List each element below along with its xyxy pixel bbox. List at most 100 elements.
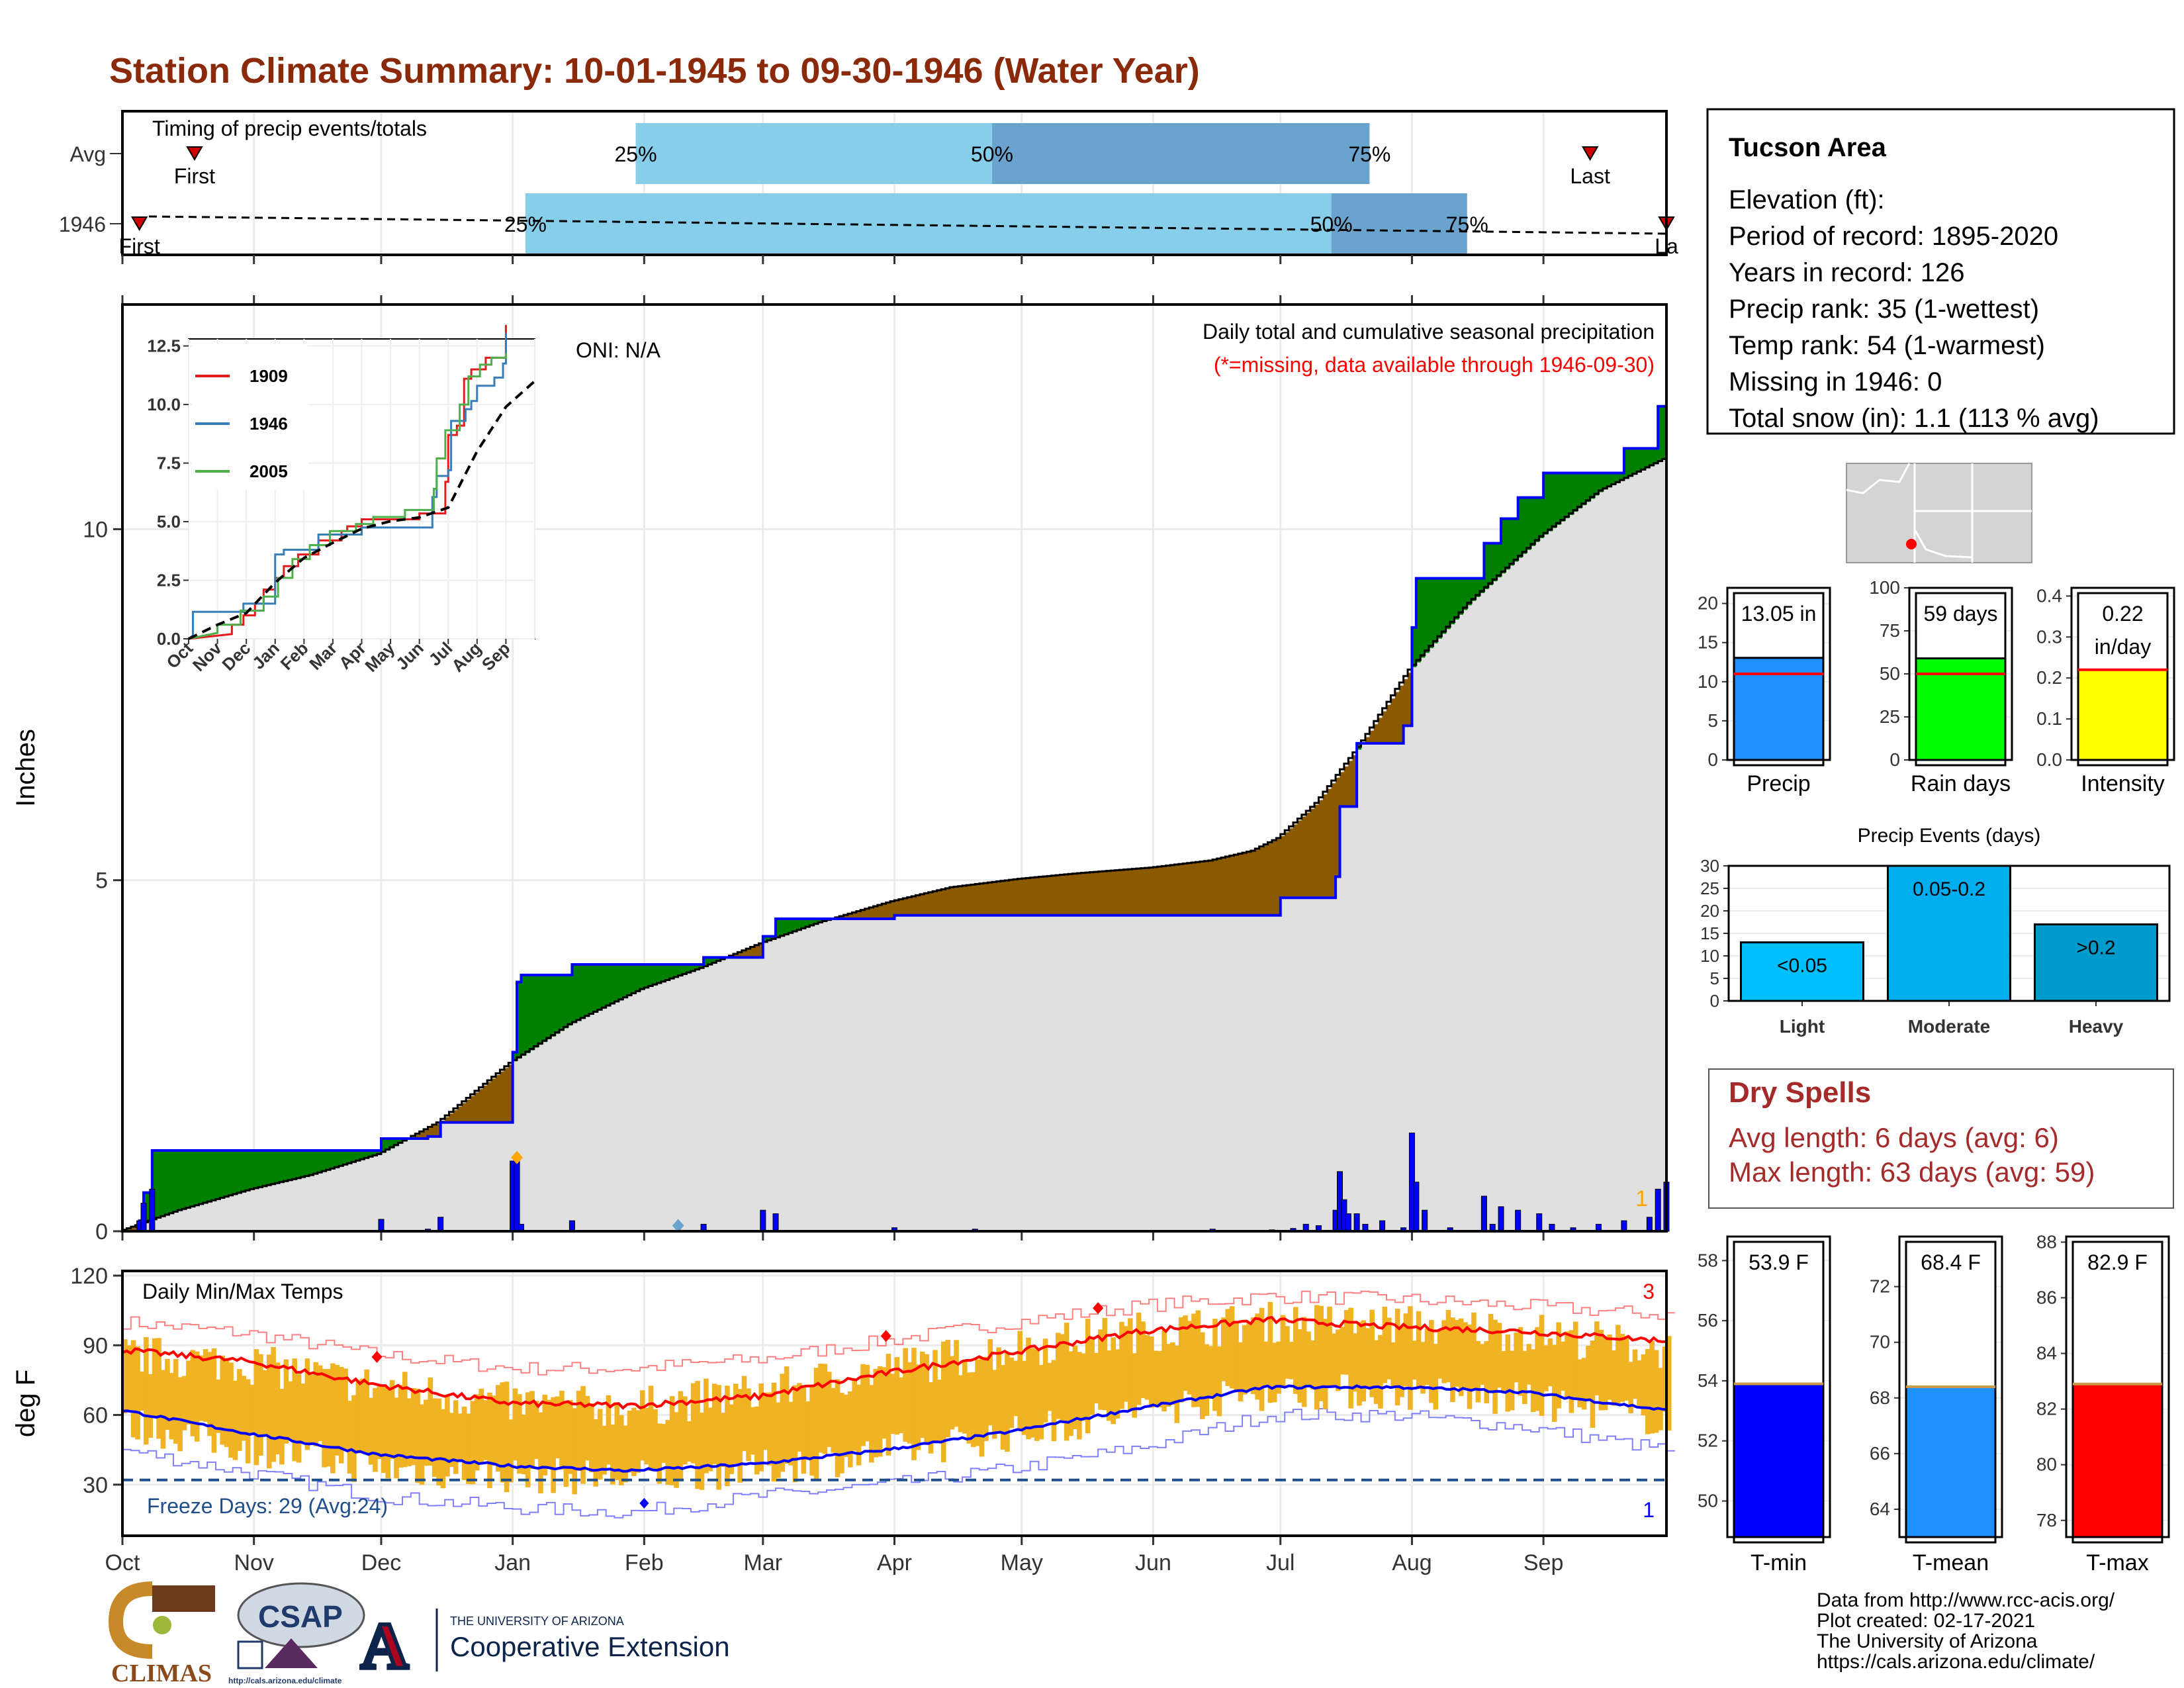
precip-above-average-band [576, 964, 581, 1021]
temps-daily-range-bar [1013, 1360, 1019, 1417]
temps-daily-range-bar [533, 1401, 539, 1460]
temps-daily-range-bar [1479, 1344, 1485, 1385]
temps-daily-range-bar [1136, 1312, 1142, 1405]
precip-above-average-band [776, 919, 781, 939]
precip-above-average-band [695, 964, 700, 970]
precip-above-average-band [567, 974, 572, 1026]
temps-daily-range-bar [941, 1341, 946, 1462]
temps-daily-range-bar [300, 1383, 306, 1442]
precip-above-average-band [546, 974, 551, 1040]
temps-daily-range-bar [1666, 1336, 1672, 1431]
temps-daily-range-bar [1280, 1315, 1286, 1387]
inset-legend-label: 1946 [250, 414, 288, 434]
timing-trend-line [148, 215, 1667, 235]
oni-label: ONI: N/A [576, 338, 661, 362]
temps-daily-range-bar [987, 1339, 993, 1426]
precip-daily-bar [1646, 1217, 1653, 1232]
precip-below-average-band [1369, 730, 1375, 743]
temps-daily-range-bar [877, 1366, 883, 1457]
temps-daily-range-bar [1077, 1352, 1082, 1440]
temps-daily-range-bar [597, 1409, 603, 1480]
precip-below-average-band [949, 888, 954, 915]
temps-daily-range-bar [419, 1404, 425, 1485]
precip-above-average-band [271, 1150, 276, 1185]
temps-daily-range-bar [725, 1385, 730, 1487]
csap-logo: CSAP http://cals.arizona.edu/climate [228, 1582, 365, 1685]
precip-above-average-band [1560, 473, 1565, 522]
precip-below-average-band [1140, 868, 1146, 915]
summary-ytick-label: 54 [1698, 1370, 1718, 1391]
precip-above-average-band [266, 1150, 271, 1186]
events-bar [2034, 923, 2158, 1002]
summary-ytick-label: 0 [1889, 749, 1900, 770]
precip-below-average-band [987, 882, 993, 915]
temps-daily-range-bar [309, 1374, 314, 1444]
precip-below-average-band [1013, 879, 1018, 915]
temps-daily-range-bar [1569, 1330, 1574, 1413]
precip-above-average-band [1649, 448, 1655, 467]
summary-panel-label: Intensity [2081, 771, 2165, 796]
precip-below-average-band [504, 1068, 509, 1123]
precip-corner-label: 1 [1635, 1186, 1648, 1211]
temps-daily-range-bar [1496, 1323, 1502, 1388]
temps-daily-range-bar [1590, 1340, 1596, 1428]
precip-above-average-band [542, 974, 547, 1043]
temps-daily-range-bar [1645, 1348, 1651, 1434]
temps-daily-range-bar [457, 1413, 463, 1460]
temps-daily-range-bar [292, 1358, 297, 1462]
precip-below-average-band [1208, 861, 1213, 915]
temps-daily-range-bar [355, 1380, 361, 1454]
university-of-arizona-logo: A THE UNIVERSITY OF ARIZONA Cooperative … [359, 1607, 730, 1685]
temps-daily-range-bar [835, 1379, 841, 1477]
precip-above-average-band [1501, 518, 1506, 574]
temps-daily-range-bar [1509, 1350, 1515, 1411]
precip-below-average-band [1064, 874, 1069, 915]
precip-below-average-band [1340, 772, 1345, 807]
precip-below-average-band [941, 890, 946, 915]
temps-daily-range-bar [1064, 1323, 1069, 1441]
temps-daily-range-bar [500, 1382, 506, 1483]
precip-daily-bar [1621, 1220, 1627, 1232]
summary-value-text: 59 days [1923, 602, 1997, 626]
temps-daily-range-bar [1518, 1327, 1524, 1396]
temps-daily-range-bar [991, 1370, 997, 1439]
summary-plot-border [1726, 586, 1831, 761]
temps-daily-range-bar [809, 1385, 815, 1476]
precip-daily-bar [1480, 1196, 1487, 1232]
precip-above-average-band [1518, 497, 1523, 558]
temps-daily-range-bar [1187, 1321, 1193, 1395]
precip-above-average-band [262, 1150, 267, 1187]
precip-above-average-band [1450, 578, 1455, 625]
temps-daily-range-bar [1021, 1360, 1027, 1435]
temps-daily-range-bar [758, 1383, 764, 1472]
precip-below-average-band [1102, 871, 1107, 915]
station-name: Tucson Area [1729, 133, 1887, 162]
temps-daily-range-bar [428, 1377, 433, 1466]
temps-daily-range-bar [593, 1419, 599, 1487]
temps-daily-range-bar [644, 1407, 649, 1465]
precip-below-average-band [869, 908, 874, 919]
inset-legend-label: 1909 [250, 366, 288, 386]
temps-daily-range-bar [1293, 1307, 1298, 1394]
temps-daily-range-bar [1501, 1351, 1506, 1391]
precip-above-average-band [657, 964, 662, 984]
precip-below-average-band [1149, 867, 1154, 915]
temps-daily-range-bar [1369, 1309, 1375, 1397]
precip-above-average-band [1572, 473, 1578, 512]
temps-daily-range-bar [614, 1402, 620, 1481]
precip-above-average-band [1467, 578, 1472, 606]
temps-daily-range-bar [445, 1396, 450, 1477]
temps-daily-range-bar [1106, 1350, 1112, 1421]
precip-below-average-band [1038, 876, 1044, 915]
temps-daily-range-bar [1225, 1309, 1231, 1386]
precip-above-average-band [1463, 578, 1468, 610]
events-ytick-label: 0 [1710, 991, 1719, 1011]
temps-daily-range-bar [1416, 1311, 1422, 1389]
temps-daily-range-bar [746, 1388, 751, 1462]
precip-above-average-band [181, 1150, 187, 1210]
precip-above-average-band [338, 1150, 343, 1167]
precip-daily-bar [1413, 1182, 1420, 1232]
temps-daily-range-bar [1352, 1333, 1358, 1392]
precip-ytick-label: 10 [83, 517, 108, 542]
temps-daily-range-bar [686, 1421, 692, 1462]
